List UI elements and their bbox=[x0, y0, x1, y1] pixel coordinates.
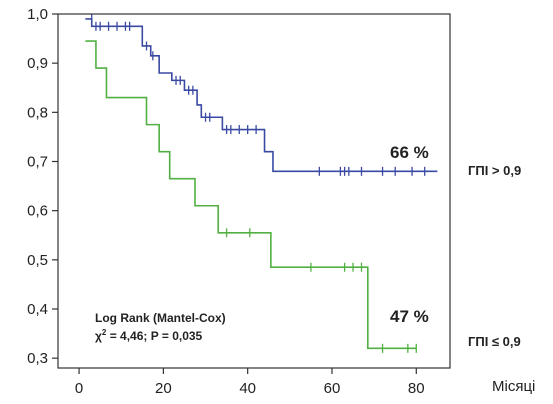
logrank-stats: χ2 = 4,46; P = 0,035 bbox=[95, 328, 203, 343]
x-tick-label: 20 bbox=[155, 380, 172, 397]
plot-frame bbox=[57, 13, 451, 369]
y-tick-label: 0,8 bbox=[27, 104, 48, 121]
series-1-survival-line bbox=[85, 18, 438, 173]
y-tick-label: 0,4 bbox=[27, 301, 48, 318]
series-2-legend-label: ГПІ ≤ 0,9 bbox=[468, 334, 521, 349]
x-tick-label: 80 bbox=[408, 380, 425, 397]
axes: 1,0 0,9 0,8 0,7 0,6 0,5 0,4 0,3 0 20 40 60 80 bbox=[27, 6, 451, 397]
series-1-percent-label: 66 % bbox=[390, 143, 429, 162]
x-axis-label: Місяці bbox=[492, 378, 535, 395]
x-tick-label: 0 bbox=[75, 380, 83, 397]
logrank-title: Log Rank (Mantel-Cox) bbox=[95, 311, 226, 325]
y-tick-label: 0,9 bbox=[27, 55, 48, 72]
y-tick-label: 0,5 bbox=[27, 252, 48, 269]
y-tick-label: 0,7 bbox=[27, 154, 48, 171]
y-tick-label: 0,6 bbox=[27, 203, 48, 220]
y-tick-label: 1,0 bbox=[27, 6, 48, 23]
series-1-legend-label: ГПІ > 0,9 bbox=[468, 163, 521, 178]
x-tick-label: 40 bbox=[239, 380, 256, 397]
y-tick-label: 0,3 bbox=[27, 350, 48, 367]
series-2-percent-label: 47 % bbox=[390, 307, 429, 326]
series-2-survival-line bbox=[85, 40, 417, 350]
x-tick-label: 60 bbox=[324, 380, 341, 397]
series-layer bbox=[85, 14, 438, 353]
